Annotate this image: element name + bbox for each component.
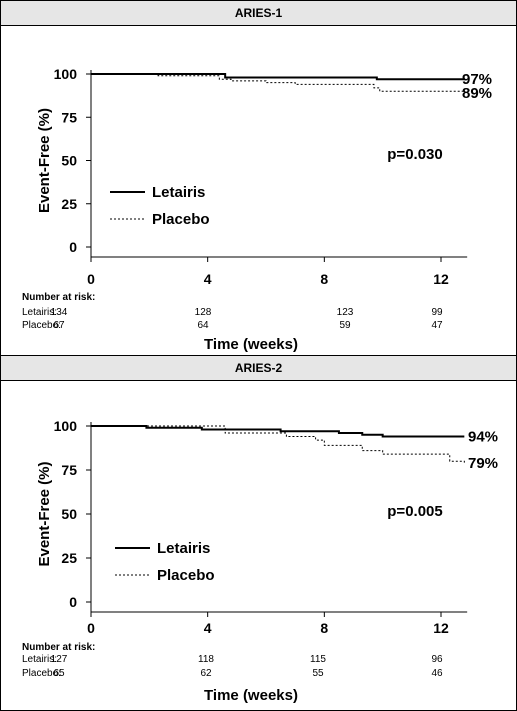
y-axis-label: Event-Free (%) — [36, 461, 53, 566]
series-line-letairis — [91, 425, 465, 438]
y-tick-label: 25 — [61, 550, 77, 566]
y-axis-label: Event-Free (%) — [36, 108, 53, 213]
risk-value: 62 — [200, 668, 212, 679]
risk-value: 115 — [310, 654, 326, 665]
legend-label-letairis: Letairis — [152, 184, 205, 201]
end-label-letairis: 94% — [468, 429, 498, 446]
x-tick-label: 0 — [87, 620, 95, 636]
x-tick-label: 0 — [87, 271, 95, 287]
x-tick-label: 12 — [433, 620, 449, 636]
x-tick-label: 4 — [204, 271, 212, 287]
risk-value: 127 — [51, 654, 68, 665]
p-value: p=0.030 — [387, 146, 442, 163]
panel-title-aries-1: ARIES-1 — [1, 1, 516, 26]
legend-label-letairis: Letairis — [157, 540, 210, 557]
y-tick-label: 25 — [61, 196, 77, 212]
risk-table-header: Number at risk: — [22, 292, 95, 303]
risk-value: 65 — [53, 668, 65, 679]
y-tick-label: 100 — [54, 418, 78, 434]
series-line-placebo — [91, 425, 465, 463]
legend-label-placebo: Placebo — [157, 567, 215, 584]
risk-value: 64 — [197, 320, 209, 331]
x-tick-label: 4 — [204, 620, 212, 636]
risk-table-header: Number at risk: — [22, 642, 95, 653]
y-tick-label: 100 — [54, 66, 78, 82]
y-tick-label: 50 — [61, 153, 77, 169]
risk-value: 47 — [431, 320, 443, 331]
x-tick-label: 8 — [320, 271, 328, 287]
y-tick-label: 0 — [69, 594, 77, 610]
km-chart-aries-1: 100 75 50 25 00 4 8 12 Event-Free (%) 97%89% Letai… — [22, 66, 492, 353]
y-tick-label: 0 — [69, 239, 77, 255]
risk-value: 128 — [195, 307, 212, 318]
series-line-letairis — [91, 73, 465, 81]
risk-row-label: Letairis: — [22, 654, 57, 665]
y-tick-label: 50 — [61, 506, 77, 522]
risk-value: 99 — [431, 307, 443, 318]
panel-title-aries-2: ARIES-2 — [1, 355, 516, 381]
risk-value: 59 — [339, 320, 351, 331]
legend-label-placebo: Placebo — [152, 211, 210, 228]
p-value: p=0.005 — [387, 503, 442, 520]
risk-value: 46 — [431, 668, 443, 679]
end-label-placebo: 79% — [468, 455, 498, 472]
risk-value: 118 — [198, 654, 214, 665]
x-tick-label: 12 — [433, 271, 449, 287]
end-label-placebo: 89% — [462, 85, 492, 102]
y-tick-label: 75 — [61, 109, 77, 125]
end-label-letairis: 97% — [462, 71, 492, 88]
risk-row-label: Placebo: — [22, 320, 61, 331]
risk-row-label: Letairis: — [22, 307, 57, 318]
risk-value: 134 — [51, 307, 68, 318]
x-tick-label: 8 — [320, 620, 328, 636]
risk-value: 67 — [53, 320, 65, 331]
risk-value: 55 — [312, 668, 324, 679]
x-axis-label: Time (weeks) — [204, 687, 298, 704]
x-axis-label: Time (weeks) — [204, 336, 298, 353]
y-tick-label: 75 — [61, 462, 77, 478]
risk-value: 123 — [337, 307, 354, 318]
risk-value: 96 — [431, 654, 443, 665]
risk-row-label: Placebo: — [22, 668, 61, 679]
